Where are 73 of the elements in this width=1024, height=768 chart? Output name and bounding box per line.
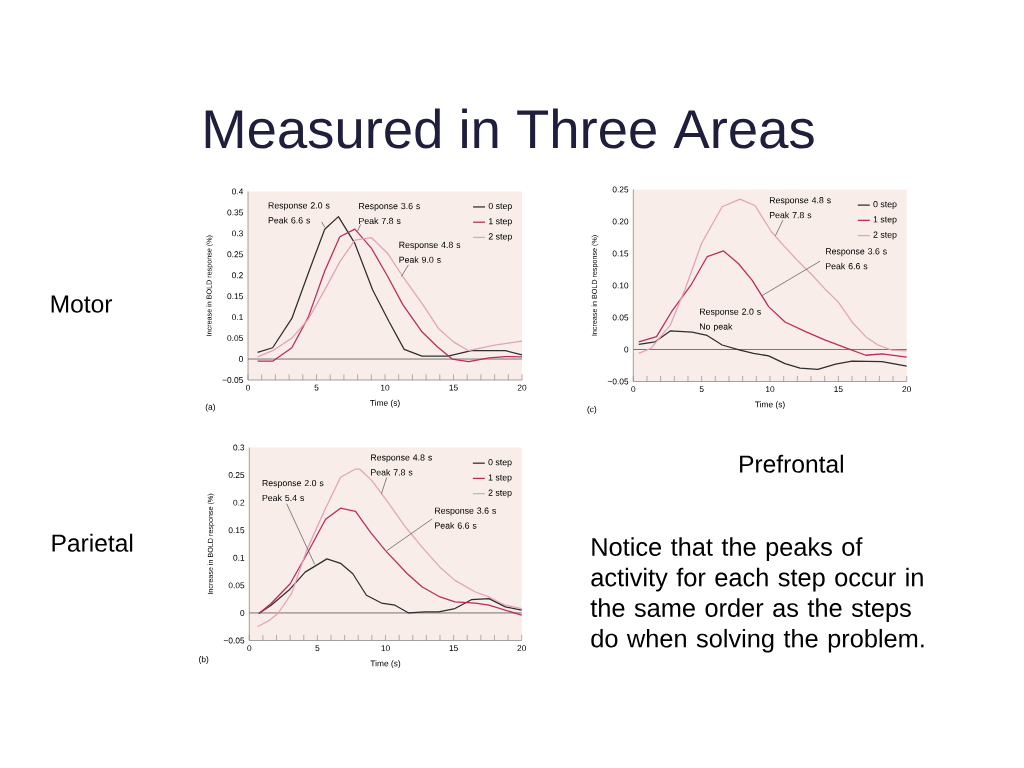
y-tick-label: −0.05 [607,378,629,385]
y-tick-label: 0.2 [233,499,245,506]
y-tick-label: −0.05 [223,637,245,644]
text: Motor [51,295,113,313]
y-tick-label: 0.1 [233,554,245,561]
x-tick-label: 0 [631,386,636,393]
y-tick-label: 0.1 [232,314,243,321]
x-tick-label: 5 [314,384,319,391]
legend-label: 2 step [488,233,512,242]
text: Parietal [52,533,133,552]
y-tick-label: 0.05 [227,335,243,342]
legend-label: 2 step [488,489,512,498]
x-tick-label: 0 [247,645,252,652]
text: Notice that the peaks of activity for each step occur in the same order as the steps do when solving the problem. [590,537,924,653]
text: (c) [587,406,597,414]
annotation: Response 2.0 s Peak 5.4 s [262,479,324,502]
x-tick-label: 20 [902,386,912,393]
y-tick-label: 0.3 [232,230,243,237]
y-tick-label: −0.05 [222,377,243,383]
x-tick-label: 0 [246,384,251,391]
y-tick-label: 0.15 [228,527,245,534]
legend-label: 1 step [488,474,512,483]
line-series [638,198,908,354]
annotation: Response 2.0 s No peak [700,308,761,332]
x-tick-label: 20 [517,645,527,652]
x-tick-label: 15 [449,645,458,652]
annotation: Response 3.6 s Peak 6.6 s [435,507,496,529]
line-series [638,250,908,358]
x-axis-title: Time (s) [755,401,785,410]
y-tick-label: 0.35 [227,209,243,216]
y-tick-label: 0.2 [232,272,243,279]
y-tick-label: 0.25 [228,472,245,479]
line-series [638,330,908,370]
legend-label: 1 step [489,218,512,227]
y-tick-label: 0 [238,356,243,363]
text: Prefrontal [740,454,843,473]
legend-label: 0 step [488,202,512,211]
y-tick-label: 0.4 [232,188,244,195]
x-tick-label: 15 [834,386,843,393]
legend-label: 2 step [873,231,897,240]
x-axis-title: Time (s) [370,660,401,669]
x-tick-label: 15 [449,384,458,391]
text: (b) [199,656,209,664]
annotation: Response 4.8 s Peak 7.8 s [769,197,831,219]
annotation: Response 4.8 s Peak 9.0 s [399,241,461,263]
annotation: Response 4.8 s Peak 7.8 s [371,454,432,476]
x-tick-label: 10 [381,645,390,652]
y-tick-label: 0.25 [612,186,629,193]
x-tick-label: 20 [517,384,527,391]
y-tick-label: 0.3 [233,444,245,451]
annotation: Response 3.6 s Peak 7.8 s [359,202,421,225]
y-tick-label: 0.05 [228,582,245,589]
annotation: Response 3.6 s Peak 6.6 s [826,248,887,270]
legend-label: 1 step [873,216,897,225]
y-tick-label: 0.10 [612,282,629,289]
y-tick-label: 0.20 [612,218,629,225]
line-series [256,468,523,628]
legend-label: 0 step [873,201,897,209]
x-axis-title: Time (s) [370,399,400,408]
y-tick-label: 0.15 [227,293,243,300]
y-tick-label: 0.05 [612,314,629,321]
text: Measured in Three Areas [205,108,814,149]
legend-label: 0 step [488,459,512,468]
x-tick-label: 5 [315,645,320,652]
annotation: Response 2.0 s Peak 6.6 s [268,202,330,224]
y-tick-label: 0.15 [612,250,629,257]
x-tick-label: 10 [380,384,390,391]
y-tick-label: 0 [624,346,629,353]
y-tick-label: 0.25 [227,251,243,258]
y-tick-label: 0 [240,609,245,616]
x-tick-label: 5 [699,386,704,393]
text: (a) [205,403,215,412]
x-tick-label: 10 [765,386,775,393]
